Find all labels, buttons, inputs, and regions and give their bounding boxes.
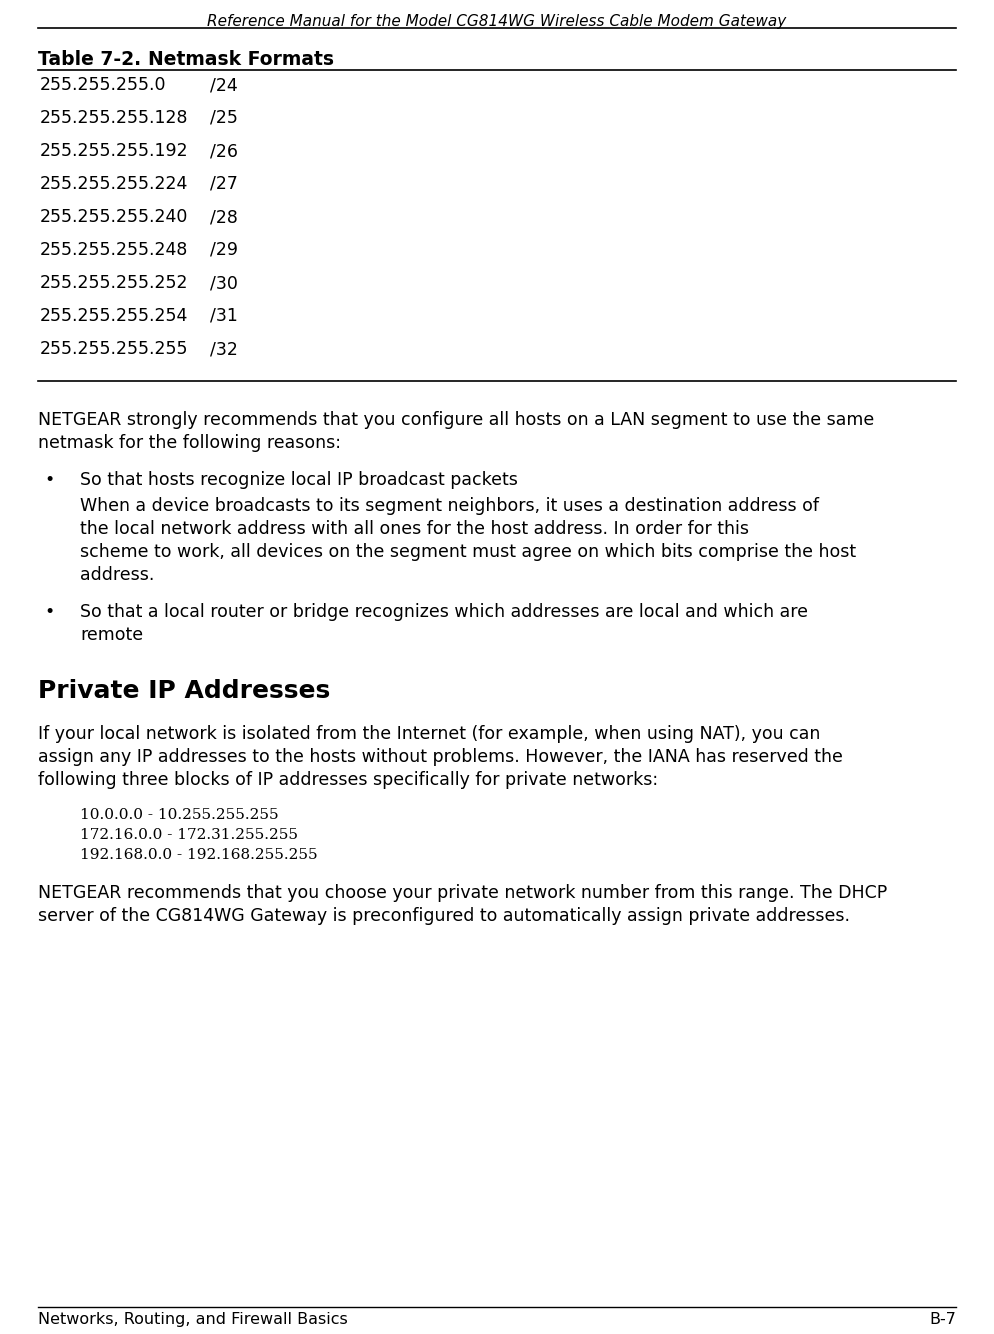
Text: /27: /27 — [210, 175, 238, 193]
Text: When a device broadcasts to its segment neighbors, it uses a destination address: When a device broadcasts to its segment … — [80, 498, 819, 515]
Text: 255.255.255.248: 255.255.255.248 — [40, 241, 189, 259]
Text: NETGEAR recommends that you choose your private network number from this range. : NETGEAR recommends that you choose your … — [38, 884, 888, 902]
Text: If your local network is isolated from the Internet (for example, when using NAT: If your local network is isolated from t… — [38, 724, 820, 743]
Text: Table 7-2.: Table 7-2. — [38, 49, 141, 69]
Text: 10.0.0.0 - 10.255.255.255: 10.0.0.0 - 10.255.255.255 — [80, 808, 278, 822]
Text: Private IP Addresses: Private IP Addresses — [38, 679, 330, 703]
Text: Reference Manual for the Model CG814WG Wireless Cable Modem Gateway: Reference Manual for the Model CG814WG W… — [208, 13, 786, 29]
Text: 255.255.255.0: 255.255.255.0 — [40, 76, 167, 93]
Text: address.: address. — [80, 566, 154, 584]
Text: /24: /24 — [210, 76, 238, 93]
Text: 172.16.0.0 - 172.31.255.255: 172.16.0.0 - 172.31.255.255 — [80, 828, 298, 842]
Text: 255.255.255.128: 255.255.255.128 — [40, 109, 189, 127]
Text: /31: /31 — [210, 307, 238, 325]
Text: /26: /26 — [210, 141, 238, 160]
Text: assign any IP addresses to the hosts without problems. However, the IANA has res: assign any IP addresses to the hosts wit… — [38, 748, 843, 766]
Text: /25: /25 — [210, 109, 238, 127]
Text: 255.255.255.255: 255.255.255.255 — [40, 340, 189, 358]
Text: following three blocks of IP addresses specifically for private networks:: following three blocks of IP addresses s… — [38, 771, 658, 788]
Text: 192.168.0.0 - 192.168.255.255: 192.168.0.0 - 192.168.255.255 — [80, 848, 318, 862]
Text: So that hosts recognize local IP broadcast packets: So that hosts recognize local IP broadca… — [80, 471, 518, 490]
Text: scheme to work, all devices on the segment must agree on which bits comprise the: scheme to work, all devices on the segme… — [80, 543, 856, 562]
Text: 255.255.255.240: 255.255.255.240 — [40, 208, 189, 225]
Text: Networks, Routing, and Firewall Basics: Networks, Routing, and Firewall Basics — [38, 1313, 348, 1327]
Text: /30: /30 — [210, 273, 238, 292]
Text: remote: remote — [80, 626, 143, 644]
Text: /32: /32 — [210, 340, 238, 358]
Text: NETGEAR strongly recommends that you configure all hosts on a LAN segment to use: NETGEAR strongly recommends that you con… — [38, 411, 875, 430]
Text: Netmask Formats: Netmask Formats — [148, 49, 334, 69]
Text: 255.255.255.192: 255.255.255.192 — [40, 141, 189, 160]
Text: /29: /29 — [210, 241, 238, 259]
Text: netmask for the following reasons:: netmask for the following reasons: — [38, 434, 341, 452]
Text: 255.255.255.252: 255.255.255.252 — [40, 273, 189, 292]
Text: the local network address with all ones for the host address. In order for this: the local network address with all ones … — [80, 520, 749, 538]
Text: •: • — [44, 603, 55, 622]
Text: 255.255.255.224: 255.255.255.224 — [40, 175, 189, 193]
Text: 255.255.255.254: 255.255.255.254 — [40, 307, 189, 325]
Text: server of the CG814WG Gateway is preconfigured to automatically assign private a: server of the CG814WG Gateway is preconf… — [38, 907, 850, 924]
Text: /28: /28 — [210, 208, 238, 225]
Text: So that a local router or bridge recognizes which addresses are local and which : So that a local router or bridge recogni… — [80, 603, 808, 622]
Text: B-7: B-7 — [929, 1313, 956, 1327]
Text: •: • — [44, 471, 55, 490]
